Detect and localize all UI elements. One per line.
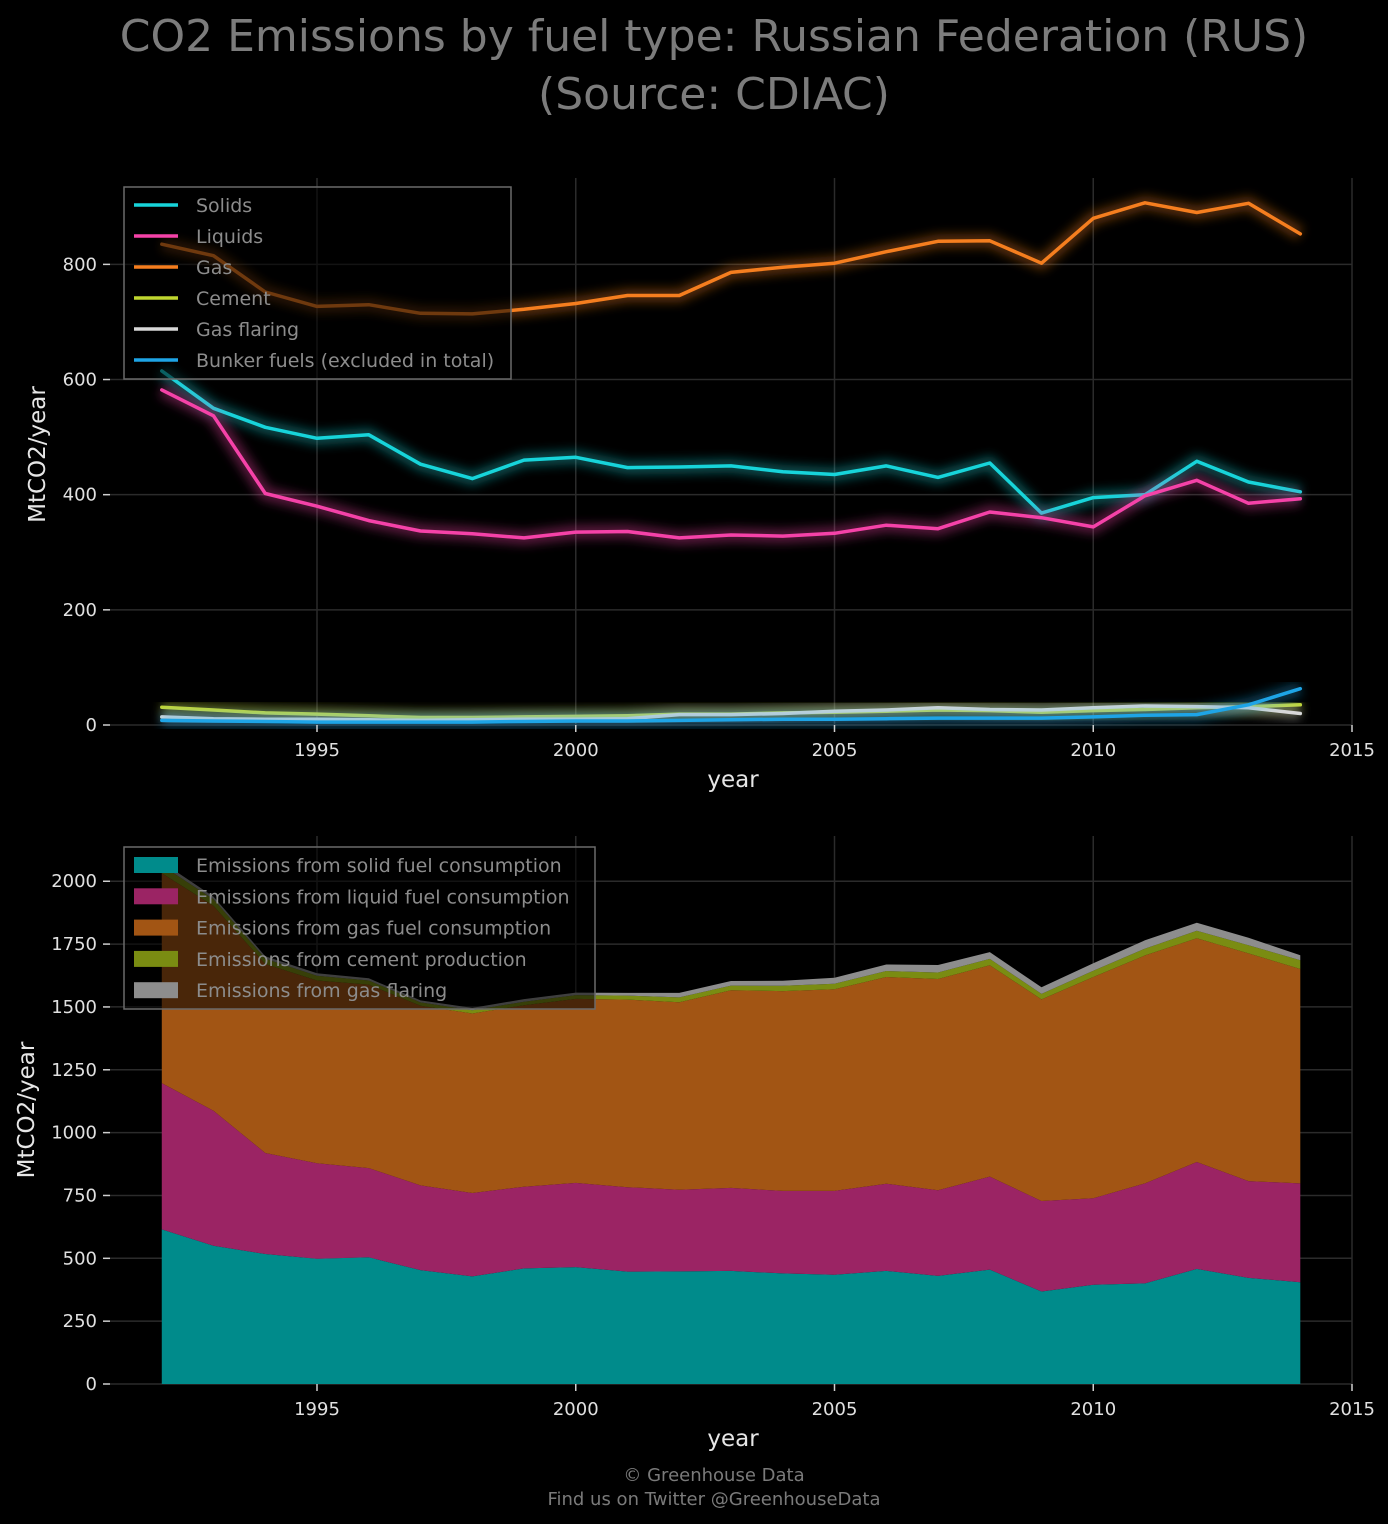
x-tick-label: 2015 xyxy=(1329,740,1375,761)
x-tick-label: 2005 xyxy=(812,1399,858,1420)
y-tick-label: 250 xyxy=(63,1311,97,1332)
y-tick-label: 1250 xyxy=(51,1060,97,1081)
legend-swatch-0 xyxy=(134,857,178,873)
legend-box xyxy=(123,186,512,380)
legend-swatch-3 xyxy=(134,950,178,967)
series-line-0 xyxy=(160,369,1303,515)
line-chart: 1995 2000 2005 2010 2015 0 200 400 600 800 year MtC… xyxy=(25,178,1375,793)
legend: Emissions from solid fuel consumption Emi… xyxy=(123,846,596,1010)
x-axis-label: year xyxy=(707,767,759,793)
legend-label-5: Bunker fuels (excluded in total) xyxy=(196,350,494,372)
y-tick-label: 600 xyxy=(63,370,97,391)
y-tick-label: 400 xyxy=(63,485,97,506)
legend-swatch-4 xyxy=(134,982,178,999)
legend-label-1: Liquids xyxy=(196,226,263,248)
title-line-2: (Source: CDIAC) xyxy=(538,69,890,120)
series-line-1 xyxy=(160,388,1303,540)
area-band-3 xyxy=(161,865,1301,1014)
legend: Solids Liquids Gas Cement Gas flaring Bunker … xyxy=(123,186,512,380)
area-band-2 xyxy=(161,873,1301,1201)
legend-label-2: Gas xyxy=(196,257,232,279)
y-tick-label: 500 xyxy=(63,1248,97,1269)
x-tick-label: 2000 xyxy=(553,740,599,761)
chart-title: CO2 Emissions by fuel type: Russian Fede… xyxy=(0,8,1388,124)
legend-swatch-2 xyxy=(134,919,178,936)
footer: © Greenhouse Data Find us on Twitter @Gr… xyxy=(0,1464,1388,1512)
footer-copyright: © Greenhouse Data xyxy=(623,1465,805,1486)
y-tick-label: 0 xyxy=(86,715,97,736)
x-tick-label: 2010 xyxy=(1070,740,1116,761)
title-line-1: CO2 Emissions by fuel type: Russian Fede… xyxy=(119,11,1309,62)
series-glow-0 xyxy=(157,365,1302,521)
area-band-1 xyxy=(161,1083,1301,1292)
y-tick-label: 1750 xyxy=(51,934,97,955)
legend-label-3: Cement xyxy=(196,288,271,310)
y-tick-label: 200 xyxy=(63,600,97,621)
y-axis-label: MtCO2/year xyxy=(25,386,51,523)
x-tick-label: 2015 xyxy=(1329,1399,1375,1420)
x-tick-label: 2005 xyxy=(812,740,858,761)
stacked-area-chart: 1995 2000 2005 2010 2015 0 250 500 750 1000 1250 15… xyxy=(14,836,1375,1452)
footer-twitter: Find us on Twitter @GreenhouseData xyxy=(547,1489,881,1510)
area-band-4 xyxy=(161,861,1301,1011)
y-tick-label: 1000 xyxy=(51,1123,97,1144)
x-tick-label: 1995 xyxy=(294,1399,340,1420)
x-tick-label: 2000 xyxy=(553,1399,599,1420)
legend-label-3: Emissions from cement production xyxy=(196,949,527,971)
area-band-0 xyxy=(161,1229,1301,1384)
legend-label-4: Gas flaring xyxy=(196,319,299,341)
x-axis-label: year xyxy=(707,1426,759,1452)
x-tick-label: 2010 xyxy=(1070,1399,1116,1420)
series-line-5 xyxy=(160,686,1303,724)
x-tick-label: 1995 xyxy=(294,740,340,761)
y-tick-label: 1500 xyxy=(51,997,97,1018)
legend-label-1: Emissions from liquid fuel consumption xyxy=(196,886,570,908)
y-tick-label: 0 xyxy=(86,1374,97,1395)
legend-label-2: Emissions from gas fuel consumption xyxy=(196,918,551,940)
y-tick-label: 2000 xyxy=(51,871,97,892)
y-axis-label: MtCO2/year xyxy=(14,1041,40,1178)
y-tick-label: 750 xyxy=(63,1185,97,1206)
legend-label-4: Emissions from gas flaring xyxy=(196,980,447,1002)
legend-label-0: Emissions from solid fuel consumption xyxy=(196,855,562,877)
legend-box xyxy=(123,846,596,1010)
legend-label-0: Solids xyxy=(196,195,252,217)
y-tick-label: 800 xyxy=(63,254,97,275)
legend-swatch-1 xyxy=(134,888,178,905)
